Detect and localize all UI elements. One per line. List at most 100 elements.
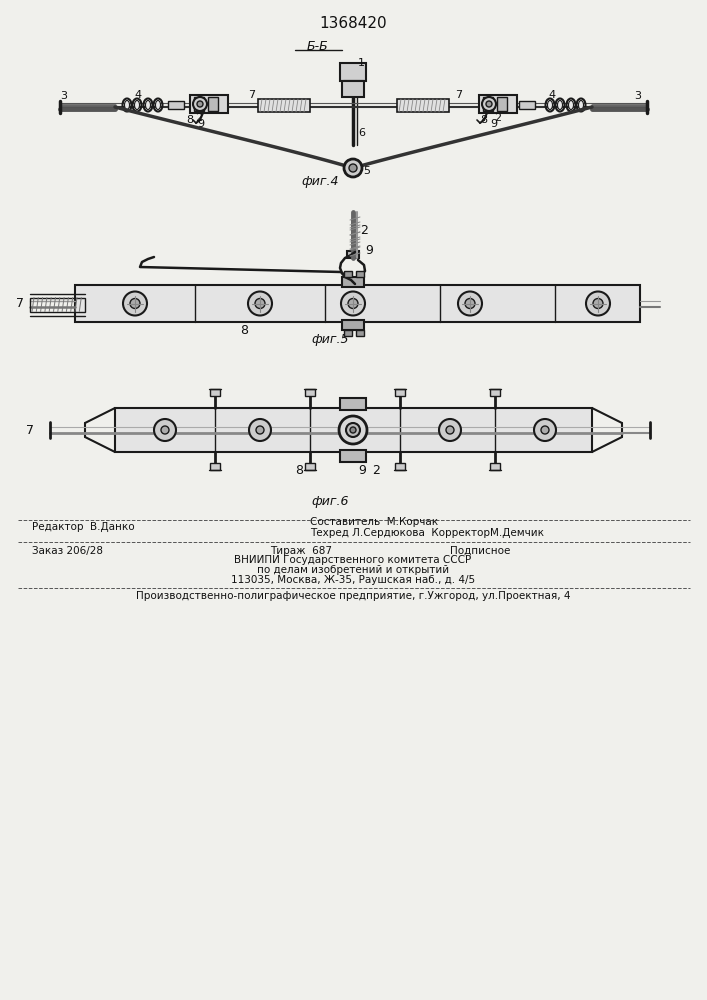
Text: 8: 8 bbox=[240, 324, 248, 336]
Circle shape bbox=[341, 292, 365, 316]
Text: 4: 4 bbox=[548, 90, 555, 100]
Bar bbox=[210, 389, 220, 396]
Bar bbox=[483, 97, 493, 111]
Text: 4: 4 bbox=[134, 90, 141, 100]
Text: 8: 8 bbox=[186, 115, 193, 125]
Bar bbox=[395, 389, 405, 396]
Text: 9: 9 bbox=[490, 119, 497, 129]
Text: 8: 8 bbox=[480, 115, 487, 125]
Bar bbox=[343, 80, 363, 84]
Bar bbox=[190, 95, 228, 113]
Circle shape bbox=[248, 292, 272, 316]
Circle shape bbox=[348, 298, 358, 308]
Text: 1368420: 1368420 bbox=[319, 16, 387, 31]
Text: Заказ 206/28: Заказ 206/28 bbox=[32, 546, 103, 556]
Circle shape bbox=[465, 298, 475, 308]
Text: фиг.4: фиг.4 bbox=[301, 176, 339, 188]
Text: Б-Б: Б-Б bbox=[307, 39, 329, 52]
Ellipse shape bbox=[124, 101, 129, 109]
Text: 9: 9 bbox=[197, 119, 204, 129]
Circle shape bbox=[249, 419, 271, 441]
Text: фиг.5: фиг.5 bbox=[311, 334, 349, 347]
Text: фиг.6: фиг.6 bbox=[311, 495, 349, 508]
Text: 9: 9 bbox=[358, 464, 366, 477]
Bar bbox=[340, 398, 366, 410]
Bar bbox=[342, 81, 364, 97]
Text: 7: 7 bbox=[455, 90, 462, 100]
Text: 9: 9 bbox=[365, 243, 373, 256]
Ellipse shape bbox=[558, 101, 563, 109]
Text: по делам изобретений и открытий: по делам изобретений и открытий bbox=[257, 565, 449, 575]
Bar bbox=[397, 99, 449, 112]
Bar bbox=[340, 63, 366, 81]
Text: Подписное: Подписное bbox=[450, 546, 510, 556]
Bar bbox=[497, 97, 507, 111]
Circle shape bbox=[439, 419, 461, 441]
Bar bbox=[344, 271, 352, 277]
Circle shape bbox=[123, 292, 147, 316]
Bar bbox=[258, 99, 310, 112]
Circle shape bbox=[344, 159, 362, 177]
Bar bbox=[356, 271, 364, 277]
Circle shape bbox=[446, 426, 454, 434]
Bar bbox=[490, 389, 500, 396]
Bar bbox=[342, 277, 364, 287]
Bar bbox=[75, 285, 640, 322]
Ellipse shape bbox=[156, 101, 160, 109]
Text: 2: 2 bbox=[195, 113, 202, 123]
Text: 8: 8 bbox=[295, 464, 303, 477]
Text: Техред Л.Сердюкова  КорректорМ.Демчик: Техред Л.Сердюкова КорректорМ.Демчик bbox=[310, 528, 544, 538]
Bar bbox=[115, 408, 592, 452]
Text: Составитель  М.Корчак: Составитель М.Корчак bbox=[310, 517, 438, 527]
Circle shape bbox=[346, 423, 360, 437]
Circle shape bbox=[255, 298, 265, 308]
Bar bbox=[210, 463, 220, 470]
Text: Тираж  687: Тираж 687 bbox=[270, 546, 332, 556]
Circle shape bbox=[256, 426, 264, 434]
Text: 2: 2 bbox=[372, 464, 380, 477]
Circle shape bbox=[586, 292, 610, 316]
Circle shape bbox=[193, 97, 207, 111]
Bar bbox=[344, 330, 352, 336]
Text: 6: 6 bbox=[358, 128, 365, 138]
Circle shape bbox=[161, 426, 169, 434]
Bar bbox=[340, 450, 366, 462]
Ellipse shape bbox=[547, 101, 552, 109]
Text: 2: 2 bbox=[360, 224, 368, 236]
Circle shape bbox=[593, 298, 603, 308]
Text: 7: 7 bbox=[16, 297, 24, 310]
Circle shape bbox=[342, 419, 364, 441]
Circle shape bbox=[197, 101, 203, 107]
Circle shape bbox=[486, 101, 492, 107]
Ellipse shape bbox=[568, 101, 573, 109]
Text: Производственно-полиграфическое предприятие, г.Ужгород, ул.Проектная, 4: Производственно-полиграфическое предприя… bbox=[136, 591, 571, 601]
Circle shape bbox=[349, 164, 357, 172]
Ellipse shape bbox=[134, 101, 139, 109]
Bar bbox=[305, 389, 315, 396]
Text: 2: 2 bbox=[494, 113, 501, 123]
Bar bbox=[30, 298, 85, 312]
Text: 5: 5 bbox=[363, 166, 370, 176]
Bar bbox=[347, 251, 359, 258]
Circle shape bbox=[130, 298, 140, 308]
Circle shape bbox=[534, 419, 556, 441]
Text: 7: 7 bbox=[26, 424, 34, 436]
Bar bbox=[168, 101, 184, 109]
Circle shape bbox=[458, 292, 482, 316]
Bar bbox=[490, 463, 500, 470]
Bar bbox=[342, 320, 364, 330]
Bar bbox=[305, 463, 315, 470]
Bar bbox=[194, 97, 204, 111]
Text: 113035, Москва, Ж-35, Раушская наб., д. 4/5: 113035, Москва, Ж-35, Раушская наб., д. … bbox=[231, 575, 475, 585]
Text: 1: 1 bbox=[358, 58, 365, 68]
Bar bbox=[479, 95, 517, 113]
Text: 3: 3 bbox=[634, 91, 641, 101]
Text: ВНИИПИ Государственного комитета СССР: ВНИИПИ Государственного комитета СССР bbox=[235, 555, 472, 565]
Bar bbox=[208, 97, 218, 111]
Circle shape bbox=[541, 426, 549, 434]
Circle shape bbox=[482, 97, 496, 111]
Ellipse shape bbox=[146, 101, 151, 109]
Ellipse shape bbox=[578, 101, 583, 109]
Circle shape bbox=[350, 427, 356, 433]
Circle shape bbox=[154, 419, 176, 441]
